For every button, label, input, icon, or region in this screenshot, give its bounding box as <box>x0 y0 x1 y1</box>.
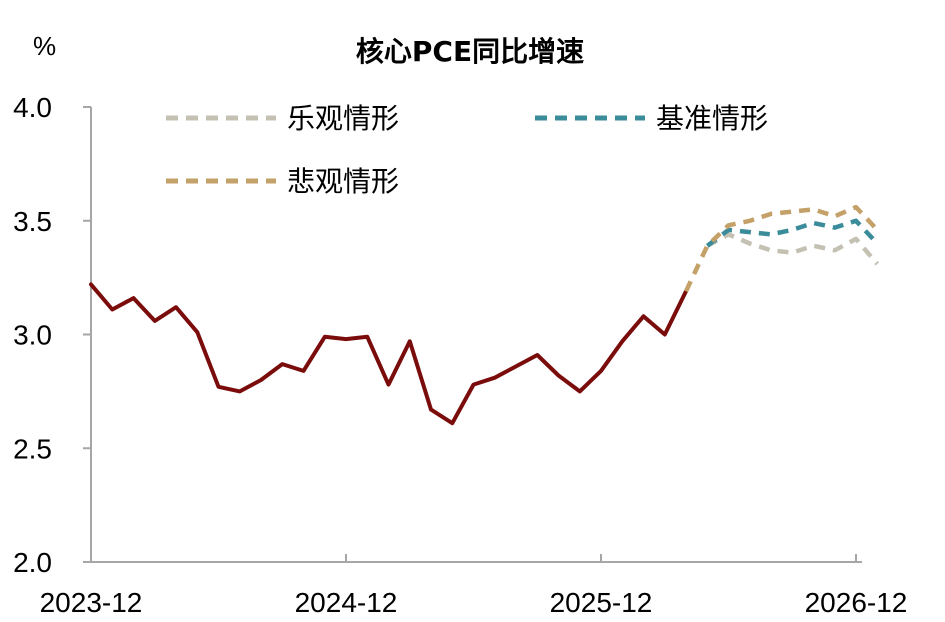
y-tick-label: 2.5 <box>13 433 52 464</box>
legend-item: 悲观情形 <box>166 165 399 198</box>
y-tick-label: 4.0 <box>13 92 52 123</box>
axes: 2.0 2.5 3.0 3.5 4.0 2023-12 2024-12 2025-12 2026… <box>13 92 907 618</box>
y-tick-label: 3.5 <box>13 206 52 237</box>
legend-item: 基准情形 <box>535 102 768 135</box>
history-line <box>89 282 688 426</box>
y-tick-label: 2.0 <box>13 547 52 578</box>
series-layer <box>89 204 880 426</box>
legend-label: 乐观情形 <box>287 102 399 135</box>
x-tick-label: 2023-12 <box>40 587 143 618</box>
x-tick-label: 2026-12 <box>805 587 908 618</box>
y-tick-label: 3.0 <box>13 320 52 351</box>
scenario-line-3 <box>683 204 879 293</box>
legend-item: 乐观情形 <box>166 102 399 135</box>
x-tick-label: 2025-12 <box>550 587 653 618</box>
y-axis-unit: % <box>33 31 56 61</box>
scenario-line-1 <box>706 232 880 266</box>
x-tick-label: 2024-12 <box>295 587 398 618</box>
legend-label: 悲观情形 <box>287 165 399 198</box>
legend-label: 基准情形 <box>656 102 768 135</box>
chart-title: 核心PCE同比增速 <box>356 35 584 68</box>
